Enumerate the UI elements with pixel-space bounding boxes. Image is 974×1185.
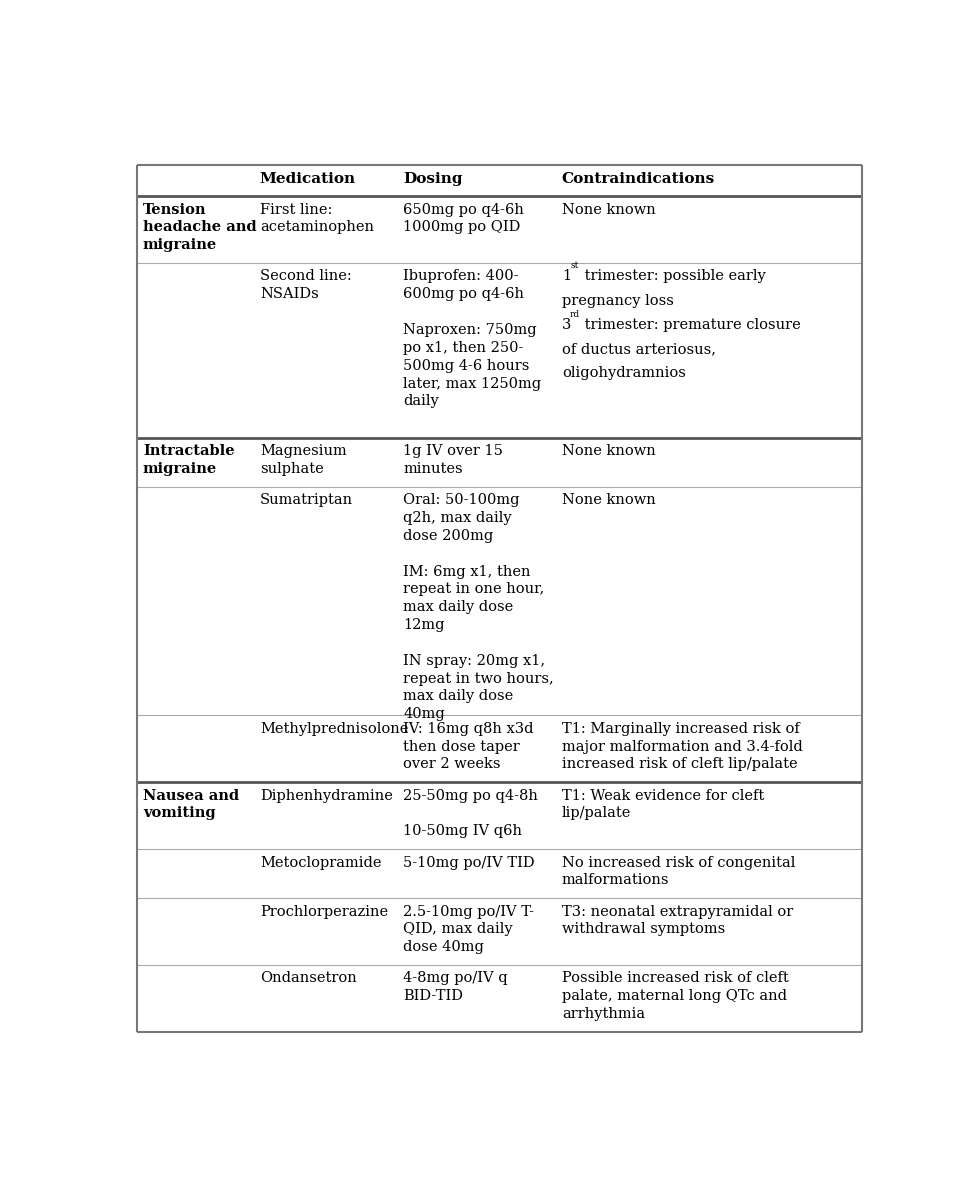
Text: 4-8mg po/IV q
BID-TID: 4-8mg po/IV q BID-TID bbox=[403, 972, 507, 1004]
Text: pregnancy loss: pregnancy loss bbox=[562, 294, 674, 308]
Text: None known: None known bbox=[562, 444, 656, 459]
Text: Intractable
migraine: Intractable migraine bbox=[143, 444, 235, 476]
Text: 5-10mg po/IV TID: 5-10mg po/IV TID bbox=[403, 856, 535, 870]
Text: rd: rd bbox=[570, 310, 581, 319]
Text: 1g IV over 15
minutes: 1g IV over 15 minutes bbox=[403, 444, 504, 476]
Text: trimester: premature closure: trimester: premature closure bbox=[580, 318, 801, 332]
Text: 3: 3 bbox=[562, 318, 571, 332]
Text: st: st bbox=[570, 262, 579, 270]
Text: Dosing: Dosing bbox=[403, 172, 463, 186]
Text: T1: Marginally increased risk of
major malformation and 3.4-fold
increased risk : T1: Marginally increased risk of major m… bbox=[562, 722, 803, 771]
Text: Ondansetron: Ondansetron bbox=[260, 972, 356, 986]
Text: Diphenhydramine: Diphenhydramine bbox=[260, 788, 393, 802]
Text: Medication: Medication bbox=[260, 172, 356, 186]
Text: Sumatriptan: Sumatriptan bbox=[260, 493, 353, 507]
Text: Methylprednisolone: Methylprednisolone bbox=[260, 722, 408, 736]
Text: Prochlorperazine: Prochlorperazine bbox=[260, 904, 388, 918]
Text: Magnesium
sulphate: Magnesium sulphate bbox=[260, 444, 347, 476]
Text: oligohydramnios: oligohydramnios bbox=[562, 366, 686, 380]
Text: Possible increased risk of cleft
palate, maternal long QTc and
arrhythmia: Possible increased risk of cleft palate,… bbox=[562, 972, 789, 1021]
Text: trimester: possible early: trimester: possible early bbox=[580, 269, 766, 283]
Text: 25-50mg po q4-8h

10-50mg IV q6h: 25-50mg po q4-8h 10-50mg IV q6h bbox=[403, 788, 539, 838]
Text: First line:
acetaminophen: First line: acetaminophen bbox=[260, 203, 374, 235]
Text: No increased risk of congenital
malformations: No increased risk of congenital malforma… bbox=[562, 856, 795, 888]
Text: 650mg po q4-6h
1000mg po QID: 650mg po q4-6h 1000mg po QID bbox=[403, 203, 524, 235]
Text: 1: 1 bbox=[562, 269, 571, 283]
Text: Contraindications: Contraindications bbox=[562, 172, 715, 186]
Text: Metoclopramide: Metoclopramide bbox=[260, 856, 382, 870]
Text: T3: neonatal extrapyramidal or
withdrawal symptoms: T3: neonatal extrapyramidal or withdrawa… bbox=[562, 904, 793, 936]
Text: of ductus arteriosus,: of ductus arteriosus, bbox=[562, 342, 716, 357]
Text: Oral: 50-100mg
q2h, max daily
dose 200mg

IM: 6mg x1, then
repeat in one hour,
m: Oral: 50-100mg q2h, max daily dose 200mg… bbox=[403, 493, 554, 722]
Text: T1: Weak evidence for cleft
lip/palate: T1: Weak evidence for cleft lip/palate bbox=[562, 788, 764, 820]
Text: None known: None known bbox=[562, 203, 656, 217]
Text: Ibuprofen: 400-
600mg po q4-6h

Naproxen: 750mg
po x1, then 250-
500mg 4-6 hours: Ibuprofen: 400- 600mg po q4-6h Naproxen:… bbox=[403, 269, 542, 409]
Text: 2.5-10mg po/IV T-
QID, max daily
dose 40mg: 2.5-10mg po/IV T- QID, max daily dose 40… bbox=[403, 904, 535, 954]
Text: IV: 16mg q8h x3d
then dose taper
over 2 weeks: IV: 16mg q8h x3d then dose taper over 2 … bbox=[403, 722, 534, 771]
Text: None known: None known bbox=[562, 493, 656, 507]
Text: Tension
headache and
migraine: Tension headache and migraine bbox=[143, 203, 256, 252]
Text: Second line:
NSAIDs: Second line: NSAIDs bbox=[260, 269, 352, 301]
Text: Nausea and
vomiting: Nausea and vomiting bbox=[143, 788, 239, 820]
